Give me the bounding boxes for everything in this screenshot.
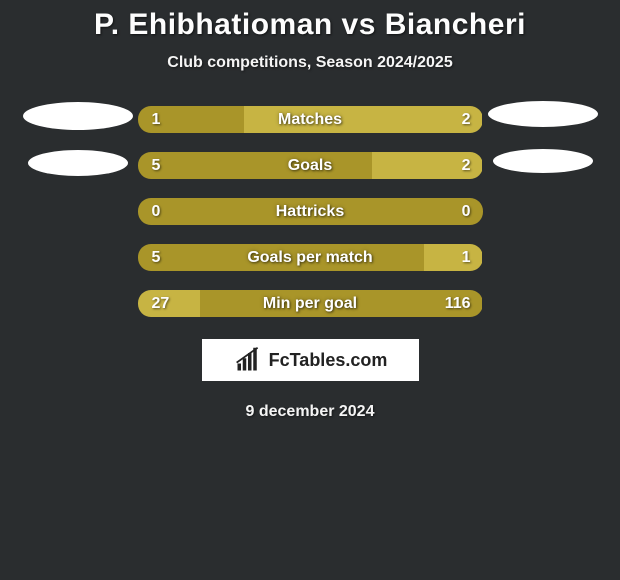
stat-value-left: 5: [152, 244, 161, 271]
page-title: P. Ehibhatioman vs Biancheri: [0, 8, 620, 42]
stat-value-right: 116: [445, 290, 471, 317]
stat-bars: 12Matches52Goals00Hattricks51Goals per m…: [138, 106, 483, 317]
stat-row: 12Matches: [138, 106, 483, 133]
left-ellipse-2: [28, 150, 128, 176]
left-ellipse-1: [23, 102, 133, 130]
stat-segment-left: [138, 152, 373, 179]
stat-value-left: 27: [152, 290, 170, 317]
right-ellipse-1: [488, 101, 598, 127]
logo-text: FcTables.com: [269, 350, 388, 371]
stat-segment-right: [424, 244, 483, 271]
right-ellipse-2: [493, 149, 593, 173]
subtitle: Club competitions, Season 2024/2025: [0, 54, 620, 72]
stat-value-left: 0: [152, 198, 161, 225]
logo-banner: FcTables.com: [202, 339, 419, 381]
date-label: 9 december 2024: [0, 403, 620, 421]
stat-row: 27116Min per goal: [138, 290, 483, 317]
stat-segment-left: [138, 198, 483, 225]
stat-value-right: 1: [462, 244, 471, 271]
stat-row: 52Goals: [138, 152, 483, 179]
right-player-col: [483, 106, 603, 173]
stat-value-right: 2: [462, 152, 471, 179]
stat-value-right: 0: [462, 198, 471, 225]
stat-segment-left: [138, 244, 424, 271]
left-player-col: [18, 106, 138, 176]
bar-chart-icon: [233, 346, 263, 374]
stat-value-left: 1: [152, 106, 161, 133]
stat-value-right: 2: [462, 106, 471, 133]
stat-row: 51Goals per match: [138, 244, 483, 271]
stat-value-left: 5: [152, 152, 161, 179]
stat-row: 00Hattricks: [138, 198, 483, 225]
comparison-card: P. Ehibhatioman vs Biancheri Club compet…: [0, 0, 620, 421]
stat-segment-right: [200, 290, 483, 317]
stat-segment-right: [244, 106, 482, 133]
content-row: 12Matches52Goals00Hattricks51Goals per m…: [0, 106, 620, 317]
